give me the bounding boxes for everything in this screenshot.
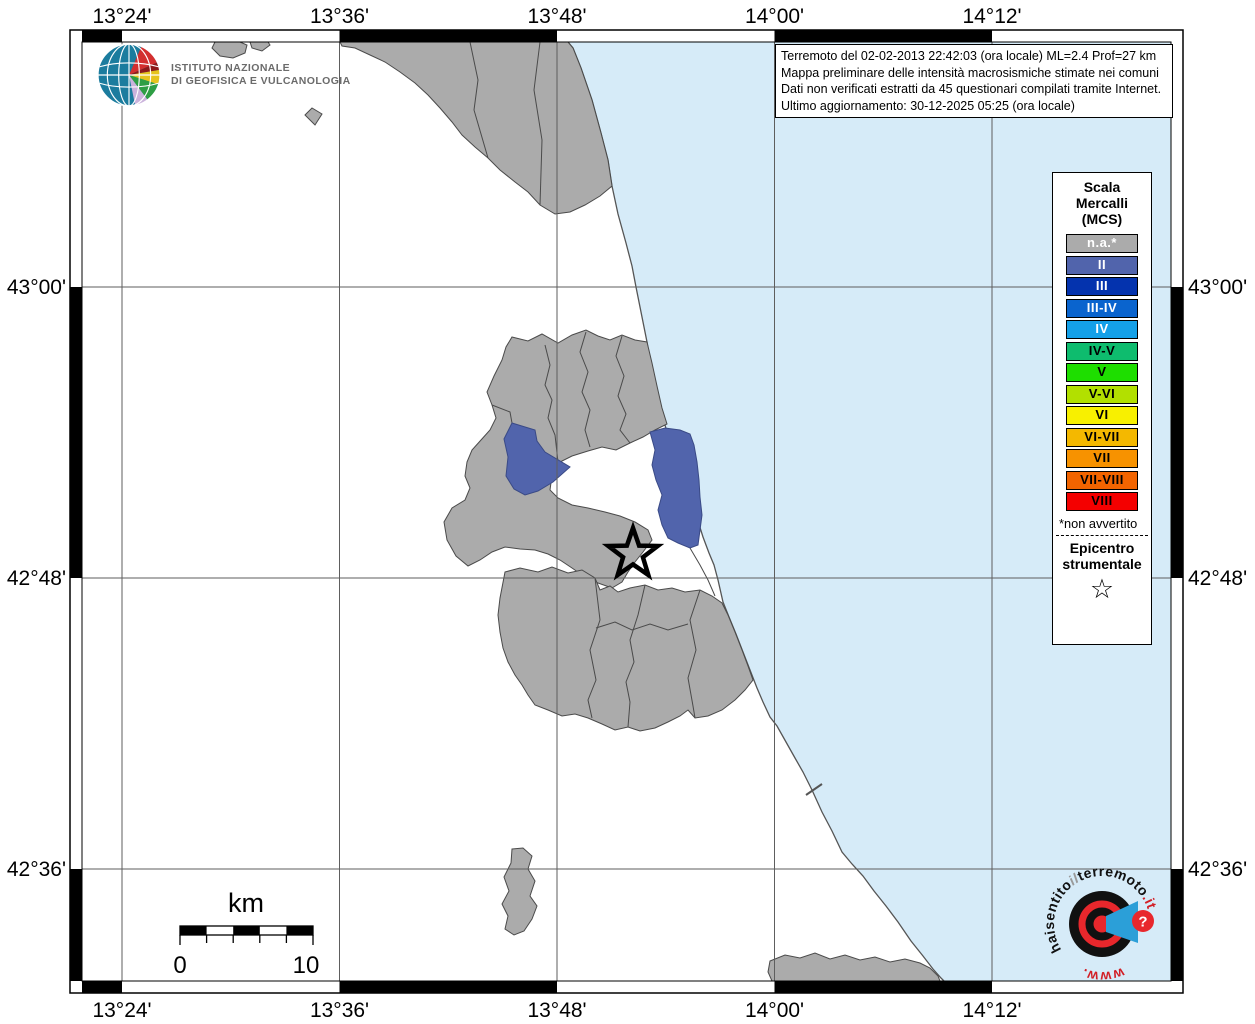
lon-label-top: 13°48' — [527, 5, 586, 28]
legend-chip-vii: VII — [1066, 449, 1138, 468]
lon-label-top: 14°00' — [745, 5, 804, 28]
coastline — [567, 41, 945, 982]
legend-footnote: *non avvertito — [1059, 516, 1138, 531]
info-line-map-type: Mappa preliminare delle intensità macros… — [781, 65, 1159, 80]
lat-label-right: 43°00' — [1188, 276, 1247, 299]
earthquake-info-box: Terremoto del 02-02-2013 22:42:03 (ora l… — [775, 44, 1173, 118]
groyne — [805, 783, 823, 796]
lon-label-top: 14°12' — [962, 5, 1021, 28]
ingv-globe-icon — [97, 43, 161, 107]
ingv-wordmark: ISTITUTO NAZIONALE DI GEOFISICA E VULCAN… — [171, 62, 351, 87]
scale-bar-unit: km — [228, 888, 264, 918]
municipality-ii-coastal — [649, 427, 703, 549]
ingv-logo: ISTITUTO NAZIONALE DI GEOFISICA E VULCAN… — [96, 42, 351, 108]
lon-label-top: 13°36' — [310, 5, 369, 28]
lat-label-left: 42°48' — [7, 567, 66, 590]
lat-label-left: 42°36' — [7, 858, 66, 881]
legend-chip-v-vi: V-VI — [1066, 384, 1138, 404]
info-line-updated: Ultimo aggiornamento: 30-12-2025 05:25 (… — [781, 98, 1075, 113]
legend-title: Scala Mercalli (MCS) — [1075, 179, 1129, 227]
legend-chip-iv: IV — [1066, 320, 1138, 339]
svg-text:www.: www. — [1079, 965, 1128, 986]
haisentitoilterremoto-icon: ? haisentitoilterremoto.it www. — [1041, 863, 1160, 986]
legend-chip-iii-iv: III-IV — [1066, 298, 1138, 318]
info-line-event: Terremoto del 02-02-2013 22:42:03 (ora l… — [781, 49, 1157, 63]
scale-bar-min: 0 — [173, 952, 186, 979]
municipality-ii-west — [503, 422, 571, 496]
scale-bar-max: 10 — [293, 952, 320, 979]
lon-label-top: 13°24' — [92, 5, 151, 28]
legend-divider — [1056, 535, 1148, 536]
lon-label-bottom: 13°36' — [310, 999, 369, 1022]
legend-chip-vi: VI — [1066, 406, 1138, 425]
municipalities-ii — [503, 422, 703, 549]
info-line-questionnaires: Dati non verificati estratti da 45 quest… — [781, 82, 1162, 96]
legend-chip-viii: VIII — [1066, 492, 1138, 511]
municipality-na — [304, 107, 323, 126]
legend-chip-v: V — [1066, 363, 1138, 382]
question-mark: ? — [1138, 914, 1147, 931]
legend-chip-iv-v: IV-V — [1066, 341, 1138, 361]
municipality-na-small-south — [501, 847, 538, 936]
watermark-www: www. — [1079, 965, 1128, 986]
municipal-borders — [469, 41, 716, 728]
legend-epicenter-label: Epicentro strumentale — [1062, 540, 1142, 572]
lon-label-bottom: 13°24' — [92, 999, 151, 1022]
lat-label-right: 42°36' — [1188, 858, 1247, 881]
legend-epicenter-star-icon: ☆ — [1089, 574, 1115, 604]
legend-chip-vi-vii: VI-VII — [1066, 427, 1138, 447]
megaphone-icon — [1106, 901, 1138, 943]
epicenter-star — [601, 521, 665, 581]
lon-label-bottom: 14°12' — [962, 999, 1021, 1022]
legend-box: Scala Mercalli (MCS) n.a.* II III III-IV… — [1052, 172, 1152, 645]
question-badge — [1132, 910, 1154, 932]
adriatic-sea — [568, 42, 1171, 981]
legend-chip-vii-viii: VII-VIII — [1066, 470, 1138, 490]
map-frame — [69, 29, 1184, 994]
lon-label-bottom: 14°00' — [745, 999, 804, 1022]
municipality-cluster-south — [497, 566, 754, 732]
municipality-na-bottom-strip — [767, 952, 941, 982]
haisentitoilterremoto-logo: ? haisentitoilterremoto.it www. — [1032, 854, 1172, 994]
lat-label-right: 42°48' — [1188, 567, 1247, 590]
watermark-text-1: haisentito — [1041, 876, 1075, 956]
axis-labels: 13°24' 13°36' 13°48' 14°00' 14°12' 13°24… — [7, 5, 1247, 1022]
lat-label-left: 43°00' — [7, 276, 66, 299]
graticule — [82, 42, 1171, 981]
legend-chip-iii: III — [1066, 277, 1138, 296]
municipality-na-coastal-north — [339, 41, 613, 215]
scale-bar: km 0 10 — [173, 888, 319, 979]
legend-chip-ii: II — [1066, 255, 1138, 275]
lon-label-bottom: 13°48' — [527, 999, 586, 1022]
legend-chip-na: n.a.* — [1066, 234, 1138, 253]
